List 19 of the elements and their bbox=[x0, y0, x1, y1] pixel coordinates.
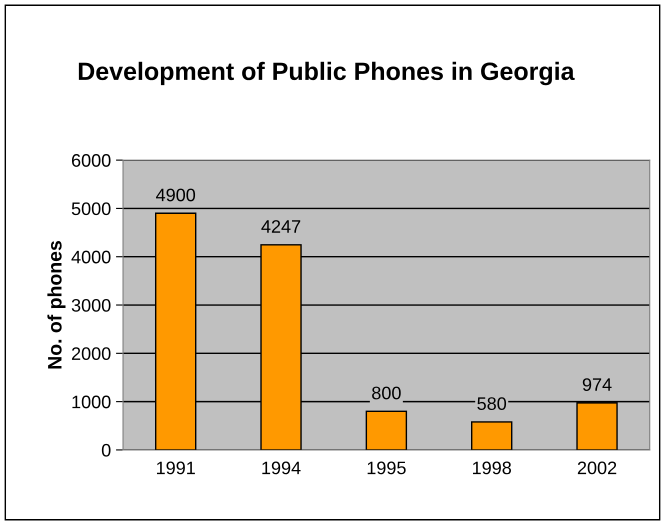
chart-title: Development of Public Phones in Georgia bbox=[78, 62, 575, 86]
x-tick-label: 1995 bbox=[368, 462, 406, 474]
x-tick-label: 1998 bbox=[472, 462, 511, 474]
y-tick-label: 1000 bbox=[72, 396, 111, 408]
x-tick-label: 2002 bbox=[578, 462, 616, 474]
y-tick-label: 2000 bbox=[72, 347, 111, 360]
data-label: 800 bbox=[372, 386, 401, 400]
y-tick-label: 4000 bbox=[71, 250, 111, 264]
data-label: 4900 bbox=[156, 188, 196, 202]
x-tick-label: 1991 bbox=[156, 462, 195, 474]
y-tick-label: 6000 bbox=[72, 154, 111, 167]
data-label: 974 bbox=[582, 378, 612, 391]
y-axis-title: No. of phones bbox=[47, 241, 66, 369]
y-tick-label: 0 bbox=[102, 444, 111, 457]
data-label: 580 bbox=[477, 397, 506, 410]
data-label: 4247 bbox=[261, 220, 300, 233]
y-tick-label: 3000 bbox=[72, 298, 111, 312]
y-tick-label: 5000 bbox=[72, 202, 111, 216]
x-tick-label: 1994 bbox=[262, 462, 301, 474]
